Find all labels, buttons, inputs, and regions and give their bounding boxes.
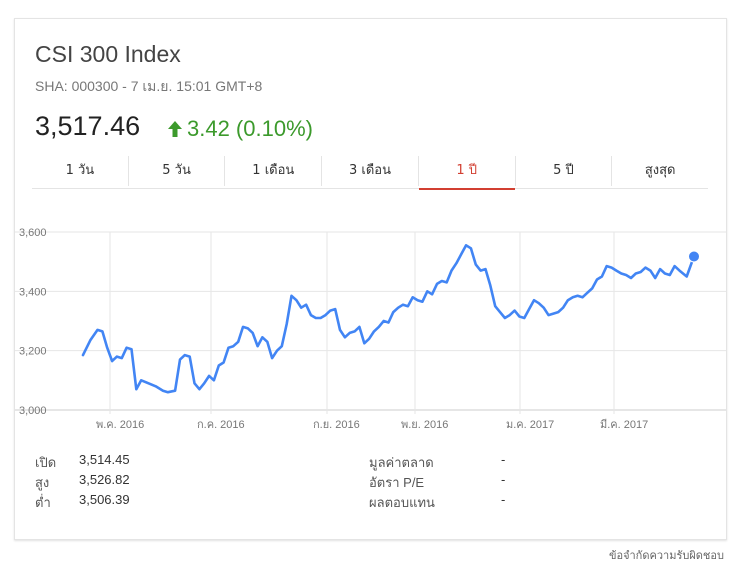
pe-value: - <box>501 472 506 487</box>
x-tick-label: ก.ย. 2016 <box>313 419 360 431</box>
price-chart[interactable]: 3,000 3,200 3,400 3,600 พ.ค. 2016 ก.ค. 2016 ก.… <box>15 214 726 446</box>
x-tick-label: มี.ค. 2017 <box>600 418 648 431</box>
open-value: 3,514.45 <box>79 452 130 467</box>
stock-card: CSI 300 Index SHA: 000300 - 7 เม.ย. 15:0… <box>14 18 727 540</box>
open-label: เปิด <box>35 455 57 470</box>
tab-3-months[interactable]: 3 เดือน <box>322 156 419 186</box>
disclaimer-link[interactable]: ข้อจำกัดความรับผิดชอบ <box>608 550 724 562</box>
up-arrow-icon <box>168 121 182 137</box>
pe-label: อัตรา P/E <box>369 475 425 490</box>
dividend-value: - <box>501 492 506 507</box>
tab-max[interactable]: สูงสุด <box>644 163 676 178</box>
tab-5-years[interactable]: 5 ปี <box>516 156 613 186</box>
price-change-value: 3.42 (0.10%) <box>187 116 313 141</box>
index-title: CSI 300 Index <box>35 41 181 67</box>
y-tick-label: 3,600 <box>19 227 47 239</box>
dividend-label: ผลตอบแทน <box>369 495 435 510</box>
low-value: 3,506.39 <box>79 492 130 507</box>
x-tick-label: ก.ค. 2016 <box>197 419 245 431</box>
low-label: ต่ำ <box>35 495 51 510</box>
tab-1-month[interactable]: 1 เดือน <box>225 156 323 186</box>
y-tick-label: 3,000 <box>19 405 47 417</box>
range-tabs: 1 วัน 5 วัน 1 เดือน 3 เดือน 1 ปี 5 ปี สู… <box>32 154 708 190</box>
x-tick-label: พ.ค. 2016 <box>96 419 144 431</box>
tab-1-day[interactable]: 1 วัน <box>32 156 129 186</box>
high-label: สูง <box>35 475 50 490</box>
last-price-point <box>688 250 700 263</box>
tab-5-days[interactable]: 5 วัน <box>129 156 226 186</box>
y-tick-label: 3,200 <box>19 346 47 358</box>
current-price: 3,517.46 <box>35 111 141 141</box>
exchange-subtitle: SHA: 000300 - 7 เม.ย. 15:01 GMT+8 <box>35 78 263 94</box>
x-tick-label: พ.ย. 2016 <box>401 419 448 431</box>
high-value: 3,526.82 <box>79 472 130 487</box>
mktcap-label: มูลค่าตลาด <box>369 455 434 470</box>
price-line <box>81 244 696 394</box>
x-tick-label: ม.ค. 2017 <box>506 419 554 431</box>
y-tick-label: 3,400 <box>19 286 47 298</box>
price-change: 3.42 (0.10%) <box>167 116 313 142</box>
mktcap-value: - <box>501 452 506 467</box>
tab-1-year[interactable]: 1 ปี <box>418 156 516 190</box>
